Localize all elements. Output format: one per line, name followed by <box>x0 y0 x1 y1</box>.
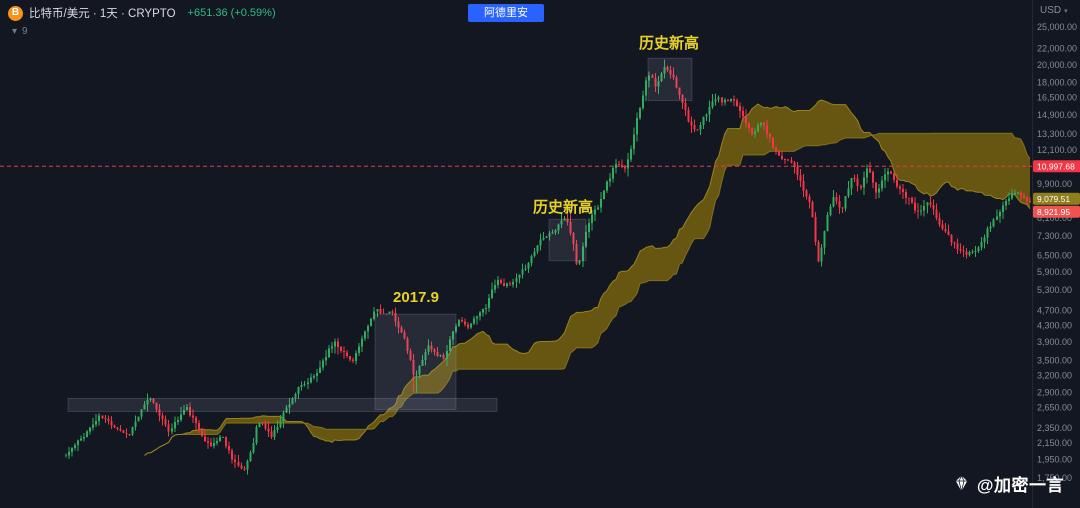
price-badge <box>1033 160 1080 173</box>
axis-tick-label: 9,900.00 <box>1037 179 1072 189</box>
axis-tick-label: 3,900.00 <box>1037 337 1072 347</box>
axis-tick-label: 2,900.00 <box>1037 387 1072 397</box>
gem-icon <box>955 475 968 492</box>
axis-tick-label: 3,200.00 <box>1037 371 1072 381</box>
axis-tick-label: 4,700.00 <box>1037 305 1072 315</box>
chevron-down-icon: ▾ <box>12 26 18 37</box>
svg-text:8,921.95: 8,921.95 <box>1037 207 1070 217</box>
highlight-box <box>67 397 498 412</box>
candles-layer <box>65 59 1031 475</box>
price-badge <box>1033 205 1080 218</box>
axis-tick-label: 3,500.00 <box>1037 355 1072 365</box>
axis-tick-label: 7,300.00 <box>1037 231 1072 241</box>
objects-count: 9 <box>22 26 28 37</box>
annotation-label: 2017.9 <box>393 289 439 306</box>
highlight-box <box>374 313 457 410</box>
price-badge <box>1033 192 1080 205</box>
axis-tick-label: 2,650.00 <box>1037 403 1072 413</box>
currency-selector[interactable]: USD ▾ <box>1040 5 1068 16</box>
highlight-box <box>548 218 587 262</box>
annotation-label: 历史新高 <box>639 34 699 52</box>
axis-tick-label: 5,900.00 <box>1037 267 1072 277</box>
chevron-down-icon: ▾ <box>1064 7 1068 15</box>
axis-tick-label: 25,000.00 <box>1037 22 1077 32</box>
currency-label: USD <box>1040 5 1062 16</box>
annotation-label: 历史新高 <box>533 198 593 216</box>
btc-icon: B <box>8 5 23 21</box>
axis-tick-label: 18,000.00 <box>1037 78 1077 88</box>
axis-tick-label: 2,350.00 <box>1037 423 1072 433</box>
axis-tick-label: 6,500.00 <box>1037 251 1072 261</box>
top-banner-button[interactable]: 阿德里安 <box>468 4 544 22</box>
axis-tick-label: 20,000.00 <box>1037 60 1077 70</box>
highlight-box <box>647 57 693 101</box>
axis-tick-label: 16,500.00 <box>1037 93 1077 103</box>
svg-text:9,079.51: 9,079.51 <box>1037 194 1070 204</box>
watermark-text: @加密一言 <box>976 476 1064 495</box>
price-axis: 25,000.00 22,000.00 20,000.00 18,000.00 16,5… <box>1032 0 1080 508</box>
axis-tick-label: 1,950.00 <box>1037 455 1072 465</box>
symbol-title: 比特币/美元 · 1天 · CRYPTO <box>29 8 176 20</box>
axis-tick-label: 12,100.00 <box>1037 145 1077 155</box>
legend-collapse-toggle[interactable]: ▾ 9 <box>12 26 28 37</box>
svg-text:10,997.68: 10,997.68 <box>1037 161 1075 171</box>
axis-tick-label: 22,000.00 <box>1037 44 1077 54</box>
axis-tick-label: 14,900.00 <box>1037 110 1077 120</box>
axis-tick-label: 2,150.00 <box>1037 438 1072 448</box>
axis-tick-label: 13,300.00 <box>1037 129 1077 139</box>
watermark: @加密一言 <box>953 471 1064 496</box>
ma-cloud-band <box>144 99 1031 456</box>
highlight-boxes <box>67 57 693 412</box>
symbol-change: +651.36 (+0.59%) <box>187 7 276 19</box>
axis-tick-label: 4,300.00 <box>1037 321 1072 331</box>
axis-tick-label: 1,750.00 <box>1037 473 1072 483</box>
axis-tick-label: 5,300.00 <box>1037 285 1072 295</box>
axis-tick-label: 8,100.00 <box>1037 213 1072 223</box>
symbol-legend[interactable]: B 比特币/美元 · 1天 · CRYPTO +651.36 (+0.59%) <box>8 5 276 21</box>
